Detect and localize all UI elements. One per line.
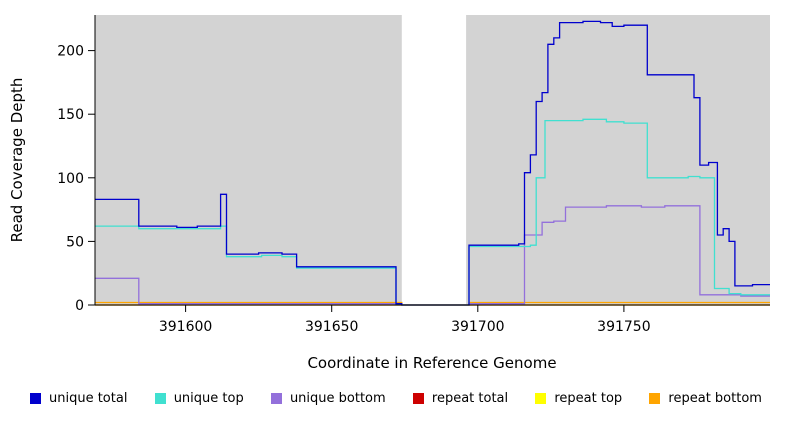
legend-swatch-repeat-top: [535, 393, 547, 404]
y-tick-label: 0: [75, 298, 84, 314]
legend-label-repeat-bottom: repeat bottom: [668, 391, 762, 406]
legend-swatch-unique-top: [154, 393, 166, 404]
x-tick-label: 391700: [451, 319, 504, 335]
y-tick-label: 50: [66, 234, 84, 250]
x-tick-label: 391650: [305, 319, 358, 335]
legend-label-unique-bottom: unique bottom: [289, 391, 386, 406]
series-line-unique-total: [95, 20, 770, 306]
legend-item-unique-top: unique top: [154, 391, 244, 406]
legend-item-repeat-top: repeat top: [535, 391, 622, 406]
legend-item-repeat-bottom: repeat bottom: [649, 391, 762, 406]
x-tick-label: 391600: [159, 319, 212, 335]
legend-label-unique-total: unique total: [49, 391, 128, 406]
series-line-unique-top: [95, 118, 770, 306]
chart-canvas: 391600 391650 391700 391750 0 50 100 150 200 Rea…: [8, 15, 770, 372]
chart-legend: unique total unique top unique bottom re…: [0, 387, 792, 406]
legend-swatch-repeat-total: [412, 393, 424, 404]
legend-item-unique-bottom: unique bottom: [270, 391, 386, 406]
coverage-gap-region: [401, 15, 467, 305]
legend-label-repeat-top: repeat top: [554, 391, 623, 406]
legend-item-repeat-total: repeat total: [412, 391, 509, 406]
y-tick-label: 150: [57, 107, 84, 123]
legend-label-unique-top: unique top: [173, 391, 244, 406]
y-tick-label: 100: [57, 171, 84, 187]
legend-swatch-unique-bottom: [270, 393, 282, 404]
legend-swatch-repeat-bottom: [649, 393, 661, 404]
y-axis-label: Read Coverage Depth: [8, 78, 26, 243]
y-tick-label: 200: [57, 44, 84, 60]
coverage-figure: 391600 391650 391700 391750 0 50 100 150 200 Rea…: [0, 15, 792, 406]
x-axis-label: Coordinate in Reference Genome: [307, 354, 556, 372]
legend-swatch-unique-total: [30, 393, 41, 404]
legend-item-unique-total: unique total: [30, 391, 127, 406]
x-tick-label: 391750: [597, 319, 650, 335]
legend-label-repeat-total: repeat total: [431, 391, 509, 406]
